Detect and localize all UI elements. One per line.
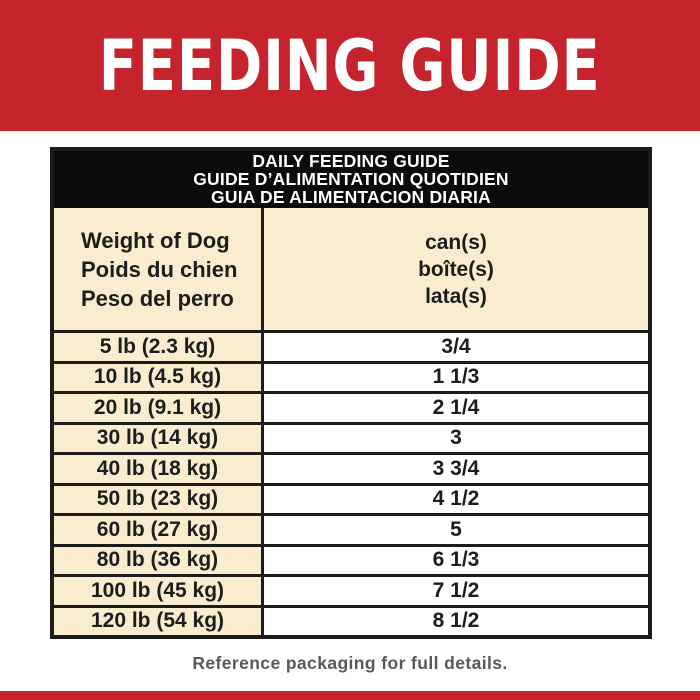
- cans-cell: 1 1/3: [264, 363, 648, 391]
- table-title-block: DAILY FEEDING GUIDE GUIDE D’ALIMENTATION…: [54, 151, 648, 208]
- cans-cell: 3: [264, 424, 648, 452]
- table-title-spanish: GUIA DE ALIMENTACION DIARIA: [211, 187, 491, 207]
- table-row: 5 lb (2.3 kg) 3/4: [54, 330, 648, 361]
- cans-cell: 2 1/4: [264, 394, 648, 422]
- weight-header-english: Weight of Dog: [81, 227, 230, 253]
- weight-cell: 10 lb (4.5 kg): [54, 363, 264, 391]
- table-title-english: DAILY FEEDING GUIDE: [252, 151, 450, 171]
- cans-cell: 3/4: [264, 333, 648, 361]
- bottom-red-strip: [0, 691, 700, 700]
- cans-cell: 5: [264, 516, 648, 544]
- cans-header-english: can(s): [425, 230, 487, 254]
- cans-cell: 3 3/4: [264, 455, 648, 483]
- table-row: 10 lb (4.5 kg) 1 1/3: [54, 360, 648, 391]
- daily-feeding-table: DAILY FEEDING GUIDE GUIDE D’ALIMENTATION…: [50, 147, 652, 639]
- table-row: 60 lb (27 kg) 5: [54, 513, 648, 544]
- cans-cell: 7 1/2: [264, 577, 648, 605]
- table-row: 50 lb (23 kg) 4 1/2: [54, 482, 648, 513]
- table-row: 100 lb (45 kg) 7 1/2: [54, 574, 648, 605]
- weight-cell: 20 lb (9.1 kg): [54, 394, 264, 422]
- table-row: 80 lb (36 kg) 6 1/3: [54, 543, 648, 574]
- page-title: FEEDING GUIDE: [99, 24, 601, 107]
- weight-cell: 80 lb (36 kg): [54, 546, 264, 574]
- reference-note: Reference packaging for full details.: [192, 653, 508, 673]
- weight-cell: 60 lb (27 kg): [54, 516, 264, 544]
- weight-column-header: Weight of Dog Poids du chien Peso del pe…: [54, 208, 264, 330]
- feeding-guide-banner: FEEDING GUIDE: [0, 0, 700, 131]
- column-header-row: Weight of Dog Poids du chien Peso del pe…: [54, 208, 648, 330]
- weight-header-spanish: Peso del perro: [81, 285, 234, 311]
- table-row: 120 lb (54 kg) 8 1/2: [54, 604, 648, 635]
- table-row: 30 lb (14 kg) 3: [54, 421, 648, 452]
- weight-cell: 40 lb (18 kg): [54, 455, 264, 483]
- cans-header-spanish: lata(s): [425, 284, 487, 308]
- cans-cell: 4 1/2: [264, 485, 648, 513]
- weight-cell: 5 lb (2.3 kg): [54, 333, 264, 361]
- weight-header-french: Poids du chien: [81, 256, 238, 282]
- table-row: 40 lb (18 kg) 3 3/4: [54, 452, 648, 483]
- weight-cell: 120 lb (54 kg): [54, 607, 264, 635]
- weight-cell: 100 lb (45 kg): [54, 577, 264, 605]
- cans-cell: 6 1/3: [264, 546, 648, 574]
- weight-cell: 50 lb (23 kg): [54, 485, 264, 513]
- cans-column-header: can(s) boîte(s) lata(s): [264, 208, 648, 330]
- table-title-french: GUIDE D’ALIMENTATION QUOTIDIEN: [193, 169, 509, 189]
- cans-header-french: boîte(s): [418, 257, 494, 281]
- table-row: 20 lb (9.1 kg) 2 1/4: [54, 391, 648, 422]
- cans-cell: 8 1/2: [264, 607, 648, 635]
- weight-cell: 30 lb (14 kg): [54, 424, 264, 452]
